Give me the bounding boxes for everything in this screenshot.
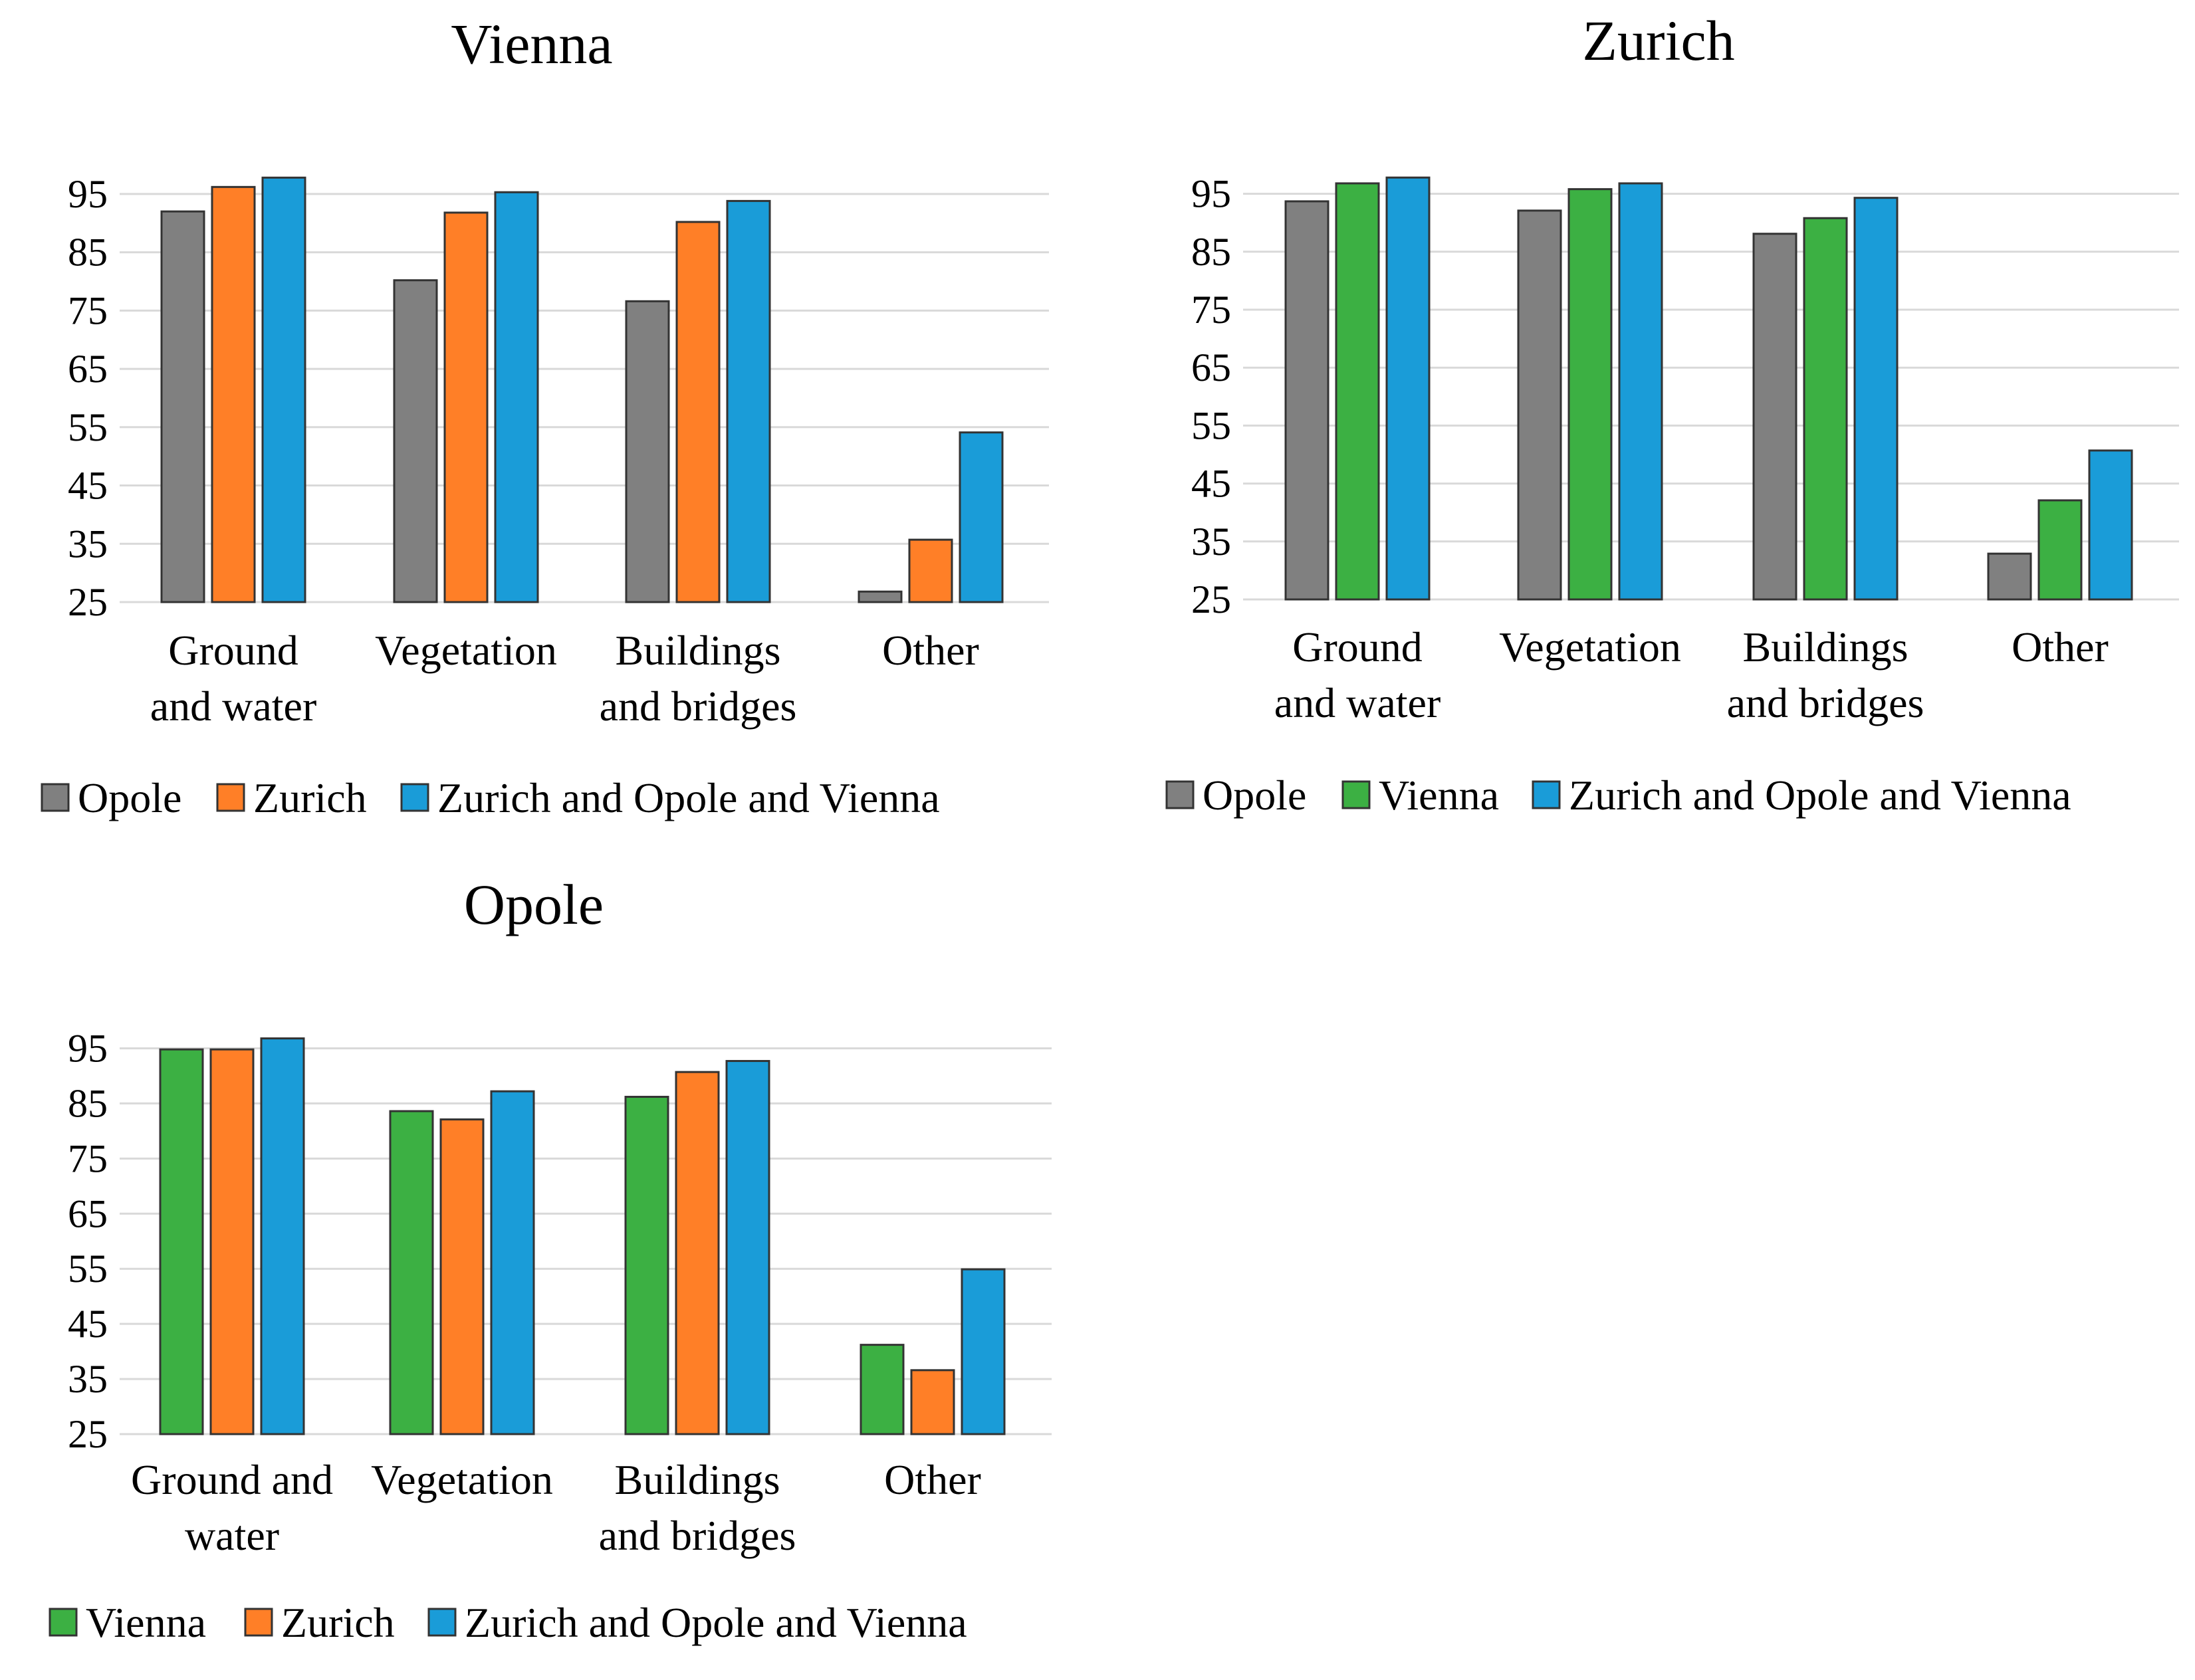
bar-zurich-and-opole-and-vienna-vegetation [494, 191, 539, 603]
bar-zurich-vegetation [439, 1118, 485, 1435]
legend-label-vienna: Vienna [1379, 772, 1499, 819]
bar-opole-buildings-and-bridges [1752, 233, 1797, 601]
legend-label-zurich-and-opole-and-vienna: Zurich and Opole and Vienna [1569, 772, 2071, 819]
bar-opole-other [858, 590, 903, 603]
y-tick-label: 45 [68, 1302, 108, 1346]
category-label-other: Other [2012, 623, 2109, 671]
y-tick-label: 85 [1191, 230, 1231, 274]
bar-zurich-and-opole-and-vienna-ground-and-water [1385, 176, 1431, 601]
bar-zurich-and-opole-and-vienna-ground-and-water [260, 1037, 305, 1435]
y-tick-label: 55 [68, 1247, 108, 1291]
category-label-vegetation: Vegetation [371, 1456, 553, 1503]
y-tick-label: 95 [68, 1026, 108, 1070]
zurich-chart-panel: Zurich 25 35 45 55 65 75 85 95 Ground and water Veg… [1165, 9, 2179, 819]
y-tick-label: 75 [68, 1136, 108, 1180]
bar-opole-buildings-and-bridges [625, 300, 670, 603]
bar-zurich-and-opole-and-vienna-buildings-and-bridges [726, 199, 771, 603]
bar-vienna-buildings-and-bridges [624, 1095, 669, 1435]
category-label-buildings-and-bridges: Buildings and bridges [599, 1456, 796, 1559]
legend-swatch-zurich [216, 783, 245, 812]
bar-zurich-other [908, 538, 953, 603]
bar-zurich-other [910, 1369, 955, 1435]
legend-swatch-vienna [1341, 780, 1371, 809]
bar-zurich-ground-and-water [211, 185, 256, 603]
legend-label-zurich-and-opole-and-vienna: Zurich and Opole and Vienna [437, 774, 940, 821]
y-tick-label: 25 [1191, 578, 1231, 621]
bar-vienna-ground-and-water [159, 1048, 204, 1435]
legend-swatch-zurich-and-opole-and-vienna [1532, 780, 1561, 809]
legend-swatch-opole [41, 783, 70, 812]
bar-zurich-vegetation [443, 211, 489, 603]
bar-zurich-and-opole-and-vienna-other [959, 431, 1004, 603]
y-tick-label: 35 [1191, 520, 1231, 564]
bar-zurich-buildings-and-bridges [675, 221, 721, 603]
y-tick-label: 65 [1191, 346, 1231, 389]
category-label-buildings-and-bridges: Buildings and bridges [1727, 623, 1924, 726]
bar-vienna-ground-and-water [1335, 182, 1380, 601]
legend-swatch-zurich-and-opole-and-vienna [427, 1608, 457, 1637]
category-label-buildings-and-bridges: Buildings and bridges [600, 627, 797, 730]
y-tick-label: 65 [68, 347, 108, 391]
bar-vienna-buildings-and-bridges [1803, 217, 1848, 601]
bar-opole-ground-and-water [160, 210, 205, 603]
y-tick-label: 95 [68, 172, 108, 216]
category-label-other: Other [884, 1456, 981, 1503]
legend-swatch-zurich [244, 1608, 273, 1637]
bar-zurich-and-opole-and-vienna-vegetation [490, 1090, 535, 1435]
y-tick-label: 35 [68, 1357, 108, 1401]
bar-vienna-other [860, 1344, 905, 1435]
y-tick-label: 35 [68, 522, 108, 566]
bar-opole-vegetation [393, 279, 438, 603]
vienna-chart-panel: Vienna 25 35 45 55 65 75 85 95 Ground and water Veg… [41, 12, 1049, 821]
bar-zurich-and-opole-and-vienna-buildings-and-bridges [725, 1060, 770, 1435]
legend-label-opole: Opole [1203, 772, 1306, 819]
category-label-ground-and-water: Ground and water [150, 627, 317, 730]
legend-label-vienna: Vienna [86, 1599, 206, 1646]
chart-title: Opole [464, 873, 604, 936]
bar-zurich-and-opole-and-vienna-other [2088, 449, 2133, 601]
legend-label-zurich: Zurich [253, 774, 367, 821]
y-tick-label: 25 [68, 580, 108, 624]
bar-vienna-vegetation [1567, 188, 1613, 601]
bar-zurich-and-opole-and-vienna-ground-and-water [261, 176, 306, 603]
category-label-ground-and-water: Ground and water [131, 1456, 333, 1559]
chart-title: Vienna [451, 12, 612, 76]
bar-opole-other [1987, 552, 2032, 601]
bar-zurich-ground-and-water [209, 1048, 255, 1435]
y-tick-label: 55 [68, 405, 108, 449]
legend-swatch-zurich-and-opole-and-vienna [400, 783, 429, 812]
y-tick-label: 75 [68, 288, 108, 332]
bar-zurich-and-opole-and-vienna-other [961, 1268, 1006, 1435]
legend-label-opole: Opole [78, 774, 181, 821]
opole-chart-panel: Opole 25 35 45 55 65 75 85 95 Ground and water Vege… [49, 873, 1052, 1646]
legend-label-zurich: Zurich [281, 1599, 395, 1646]
bar-zurich-and-opole-and-vienna-vegetation [1618, 182, 1663, 601]
y-tick-label: 65 [68, 1192, 108, 1235]
bar-opole-vegetation [1517, 209, 1562, 601]
y-tick-label: 85 [68, 231, 108, 274]
bar-vienna-other [2037, 499, 2083, 601]
y-tick-label: 55 [1191, 403, 1231, 447]
category-label-other: Other [882, 627, 979, 674]
legend-swatch-opole [1165, 780, 1195, 809]
bar-zurich-and-opole-and-vienna-buildings-and-bridges [1853, 197, 1899, 601]
bar-opole-ground-and-water [1284, 200, 1329, 601]
y-tick-label: 45 [68, 464, 108, 508]
legend-label-zurich-and-opole-and-vienna: Zurich and Opole and Vienna [465, 1599, 967, 1646]
bar-zurich-buildings-and-bridges [675, 1071, 720, 1435]
bar-vienna-vegetation [389, 1110, 434, 1435]
y-tick-label: 45 [1191, 462, 1231, 506]
y-tick-label: 85 [68, 1081, 108, 1125]
category-label-ground-and-water: Ground and water [1274, 623, 1441, 726]
category-label-vegetation: Vegetation [375, 627, 557, 674]
legend-swatch-vienna [49, 1608, 78, 1637]
category-label-vegetation: Vegetation [1499, 623, 1681, 671]
chart-title: Zurich [1582, 9, 1734, 72]
y-tick-label: 75 [1191, 288, 1231, 332]
y-tick-label: 95 [1191, 172, 1231, 216]
y-tick-label: 25 [68, 1412, 108, 1456]
